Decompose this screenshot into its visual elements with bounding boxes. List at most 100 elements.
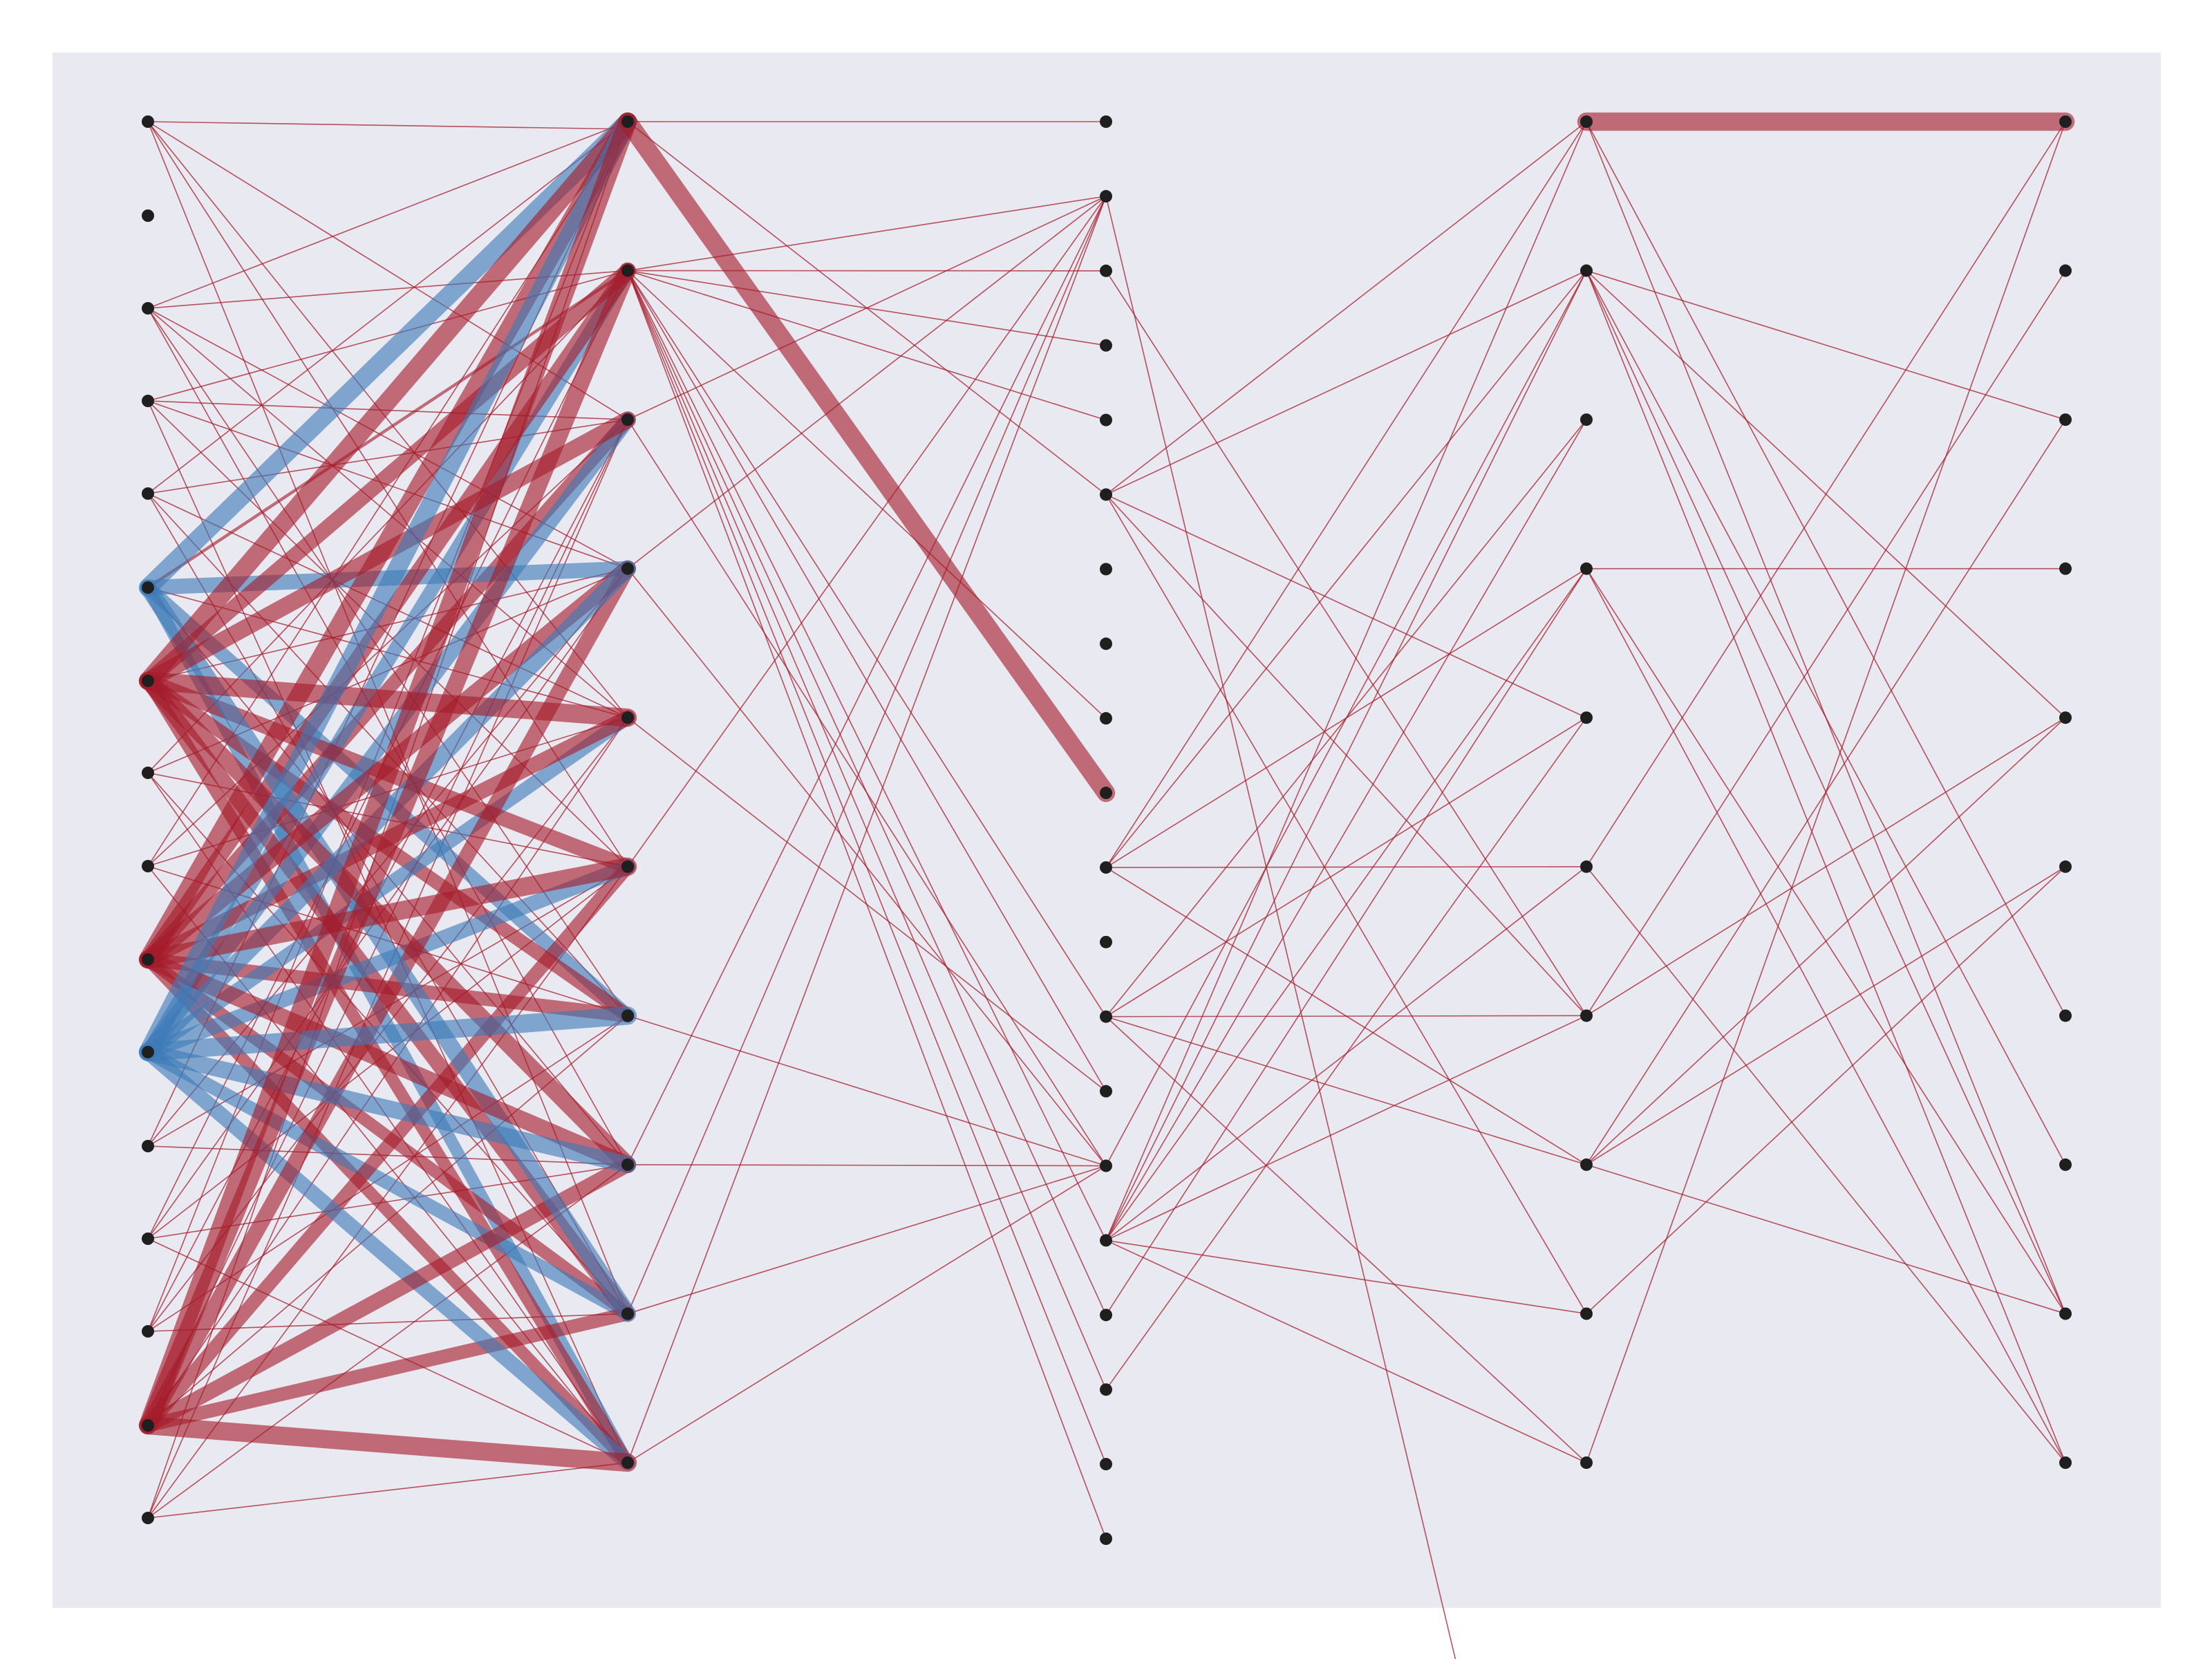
layer-5-node bbox=[2059, 860, 2072, 873]
positive-edge bbox=[1105, 717, 1587, 1018]
negative-edge bbox=[139, 1043, 637, 1173]
node-layer bbox=[142, 115, 2072, 1545]
layer-5-node bbox=[2059, 562, 2072, 575]
positive-edge bbox=[139, 950, 637, 1173]
positive-edge bbox=[1586, 121, 2066, 868]
layer-1-node bbox=[142, 1140, 154, 1152]
positive-edge bbox=[1105, 1015, 1587, 1463]
layer-3-node bbox=[1100, 1234, 1112, 1247]
positive-edge bbox=[141, 859, 635, 1432]
layer-5-node bbox=[2059, 264, 2072, 277]
positive-edge bbox=[141, 1306, 635, 1432]
positive-edge bbox=[627, 419, 1107, 1167]
positive-edge bbox=[147, 121, 628, 420]
positive-edge bbox=[627, 568, 1107, 1167]
layer-1-node bbox=[142, 1419, 154, 1432]
layer-2-node bbox=[621, 711, 634, 724]
positive-edge bbox=[627, 270, 1107, 719]
positive-edge bbox=[627, 196, 1107, 570]
layer-1-node bbox=[142, 1325, 154, 1338]
negative-edge bbox=[139, 560, 637, 1061]
positive-edge bbox=[1586, 717, 2066, 1165]
positive-edge bbox=[147, 121, 628, 719]
layer-4-node bbox=[1580, 264, 1593, 277]
positive-edge bbox=[1105, 121, 1587, 1241]
layer-3-node bbox=[1100, 861, 1112, 874]
positive-edge bbox=[1586, 270, 2066, 1017]
positive-edge bbox=[1105, 270, 1587, 1017]
layer-1-node bbox=[142, 209, 154, 222]
positive-edge bbox=[627, 1165, 1107, 1315]
layer-3-node bbox=[1100, 115, 1112, 128]
positive-edge bbox=[1105, 121, 1587, 496]
positive-edge bbox=[1105, 1015, 1587, 1165]
positive-edge bbox=[1105, 717, 1587, 1391]
positive-edge bbox=[138, 112, 637, 691]
layer-3-node bbox=[1100, 1010, 1112, 1023]
layer-1-node bbox=[142, 767, 154, 779]
layer-1-node bbox=[142, 395, 154, 407]
layer-2-node bbox=[621, 115, 634, 128]
positive-edge bbox=[147, 121, 628, 130]
positive-edge bbox=[1586, 121, 2066, 1463]
layer-4-node bbox=[1580, 115, 1593, 128]
positive-edge bbox=[1105, 1239, 1587, 1315]
layer-3-node bbox=[1100, 712, 1112, 725]
positive-edge bbox=[627, 196, 1107, 272]
positive-edge bbox=[147, 121, 628, 1315]
layer-4-node bbox=[1580, 562, 1593, 575]
positive-edge bbox=[140, 1156, 635, 1433]
layer-3-node bbox=[1100, 1159, 1112, 1172]
layer-5-node bbox=[2059, 1009, 2072, 1022]
layer-2-node bbox=[621, 1009, 634, 1022]
positive-edge bbox=[138, 671, 637, 727]
edge-layer bbox=[138, 112, 2075, 1659]
layer-1-node bbox=[142, 953, 154, 966]
layer-3-node bbox=[1100, 413, 1112, 427]
positive-edge bbox=[627, 196, 1107, 1315]
layer-4-node bbox=[1580, 1307, 1593, 1320]
layer-3-node bbox=[1100, 935, 1112, 948]
negative-edge bbox=[140, 1044, 635, 1470]
layer-3-node bbox=[1100, 1458, 1112, 1471]
layer-5-node bbox=[2059, 711, 2072, 724]
positive-edge bbox=[618, 112, 1116, 803]
layer-2-node bbox=[621, 860, 634, 873]
positive-edge bbox=[147, 865, 628, 1239]
positive-edge bbox=[627, 196, 1107, 868]
layer-1-node bbox=[142, 302, 154, 315]
positive-edge bbox=[627, 196, 1107, 420]
layer-4-node bbox=[1580, 711, 1593, 724]
layer-3-node bbox=[1100, 264, 1112, 277]
layer-2-node bbox=[621, 1158, 634, 1171]
layer-2-node bbox=[621, 1307, 634, 1320]
positive-edge bbox=[627, 1015, 1107, 1167]
positive-edge bbox=[1586, 1164, 2066, 1315]
positive-edge bbox=[140, 263, 635, 967]
positive-edge bbox=[141, 413, 635, 966]
layer-3-node bbox=[1100, 1309, 1112, 1322]
layer-4-node bbox=[1580, 413, 1593, 427]
positive-edge bbox=[1105, 270, 1587, 868]
positive-edge bbox=[138, 857, 637, 969]
layer-3-node bbox=[1100, 787, 1112, 800]
positive-edge bbox=[1105, 419, 1587, 1241]
layer-1-node bbox=[142, 675, 154, 687]
positive-edge bbox=[1586, 717, 2066, 1017]
layer-3-node bbox=[1100, 1383, 1112, 1396]
positive-edge bbox=[1105, 419, 1587, 1018]
layer-4-node bbox=[1580, 1158, 1593, 1171]
positive-edge bbox=[1105, 568, 1587, 1241]
positive-edge bbox=[627, 270, 1107, 421]
layer-1-node bbox=[142, 487, 154, 500]
layer-1-node bbox=[142, 1232, 154, 1245]
layer-1-node bbox=[142, 115, 154, 128]
negative-edge bbox=[138, 112, 637, 597]
positive-edge bbox=[1105, 1015, 1587, 1018]
layer-1-node bbox=[142, 860, 154, 872]
layer-2-node bbox=[621, 1456, 634, 1469]
positive-edge bbox=[627, 1164, 1107, 1167]
positive-edge bbox=[627, 717, 1107, 1092]
positive-edge bbox=[627, 196, 1107, 1463]
